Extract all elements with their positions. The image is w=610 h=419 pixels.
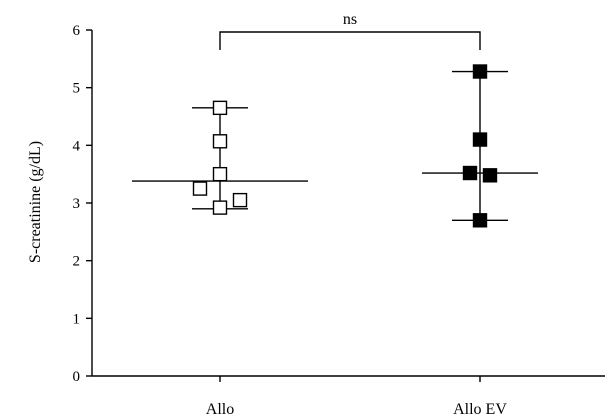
data-point bbox=[472, 213, 488, 228]
data-point bbox=[212, 134, 228, 149]
y-tick-label: 1 bbox=[73, 311, 81, 327]
data-point bbox=[212, 166, 228, 182]
data-point bbox=[192, 181, 208, 196]
y-tick-label: 5 bbox=[73, 81, 81, 97]
y-tick-label: 6 bbox=[73, 23, 81, 39]
data-point bbox=[472, 132, 488, 147]
chart-marks: ns bbox=[132, 11, 538, 228]
y-tick-label: 2 bbox=[73, 254, 81, 270]
y-tick-label: 4 bbox=[73, 138, 81, 154]
data-point bbox=[212, 200, 228, 215]
data-point bbox=[212, 100, 228, 116]
x-tick-label: Allo bbox=[206, 401, 234, 418]
x-tick-label: Allo EV bbox=[453, 401, 507, 418]
data-point bbox=[232, 192, 248, 208]
y-tick-label: 3 bbox=[73, 196, 81, 212]
significance-bracket bbox=[219, 31, 481, 50]
data-point bbox=[472, 64, 488, 79]
data-point bbox=[462, 165, 478, 181]
significance-label: ns bbox=[343, 11, 357, 28]
data-point bbox=[482, 168, 498, 183]
axes: 0 1 2 3 4 5 6 Allo Allo EV bbox=[73, 23, 605, 418]
y-axis-label: S-creatinine (g/dL) bbox=[27, 141, 44, 263]
y-tick-label: 0 bbox=[73, 369, 81, 385]
